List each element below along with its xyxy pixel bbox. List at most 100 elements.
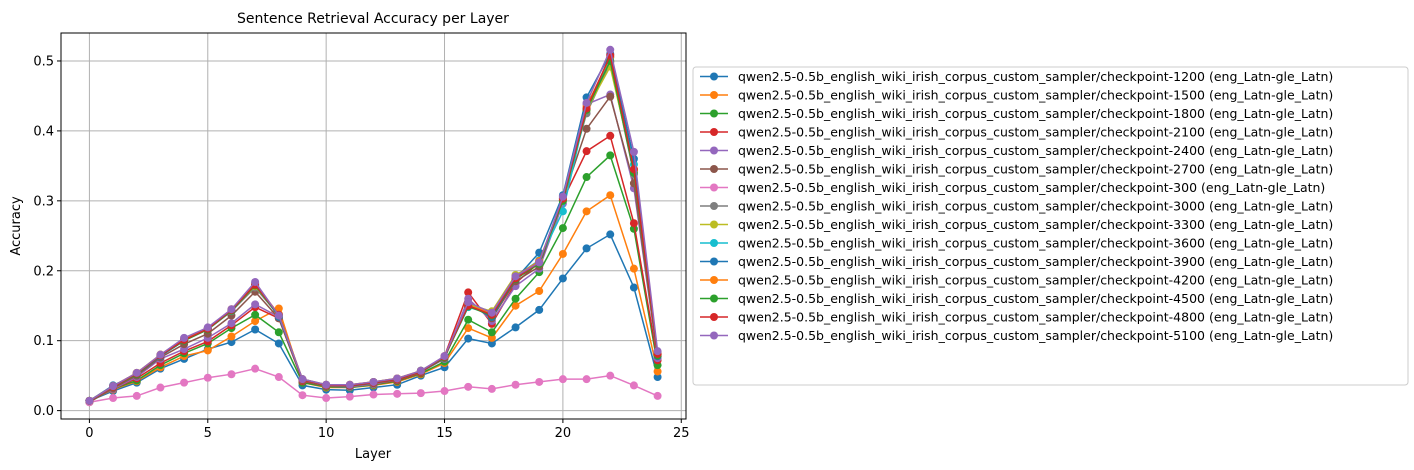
data-point bbox=[558, 375, 567, 384]
data-point bbox=[251, 317, 260, 326]
axis-ticks: 0 5 10 15 20 25 0.0 0.1 0.2 0.3 0.4 0.5 bbox=[33, 54, 689, 441]
data-point bbox=[558, 207, 567, 216]
data-point bbox=[369, 377, 378, 386]
legend-label: qwen2.5-0.5b_english_wiki_irish_corpus_c… bbox=[738, 291, 1333, 306]
data-point bbox=[251, 364, 260, 373]
legend-marker bbox=[710, 313, 718, 321]
data-point bbox=[416, 366, 425, 375]
legend-entry: qwen2.5-0.5b_english_wiki_irish_corpus_c… bbox=[700, 254, 1333, 269]
data-point bbox=[629, 147, 638, 156]
legend-entry: qwen2.5-0.5b_english_wiki_irish_corpus_c… bbox=[700, 199, 1333, 214]
legend-marker bbox=[710, 109, 718, 118]
y-tick-label: 0.3 bbox=[33, 194, 54, 209]
series-line bbox=[89, 233, 659, 402]
legend-entry: qwen2.5-0.5b_english_wiki_irish_corpus_c… bbox=[700, 106, 1333, 121]
legend-entry: qwen2.5-0.5b_english_wiki_irish_corpus_c… bbox=[700, 88, 1333, 103]
data-point bbox=[558, 249, 567, 258]
data-point bbox=[416, 389, 425, 398]
data-point bbox=[109, 394, 118, 403]
data-point bbox=[180, 378, 189, 387]
data-point bbox=[487, 308, 496, 317]
x-tick-label: 25 bbox=[673, 426, 690, 441]
legend-label: qwen2.5-0.5b_english_wiki_irish_corpus_c… bbox=[738, 236, 1333, 251]
data-point bbox=[227, 338, 236, 347]
series-7 bbox=[85, 364, 662, 407]
legend-marker bbox=[710, 165, 718, 173]
data-point bbox=[582, 244, 591, 253]
data-point bbox=[582, 98, 591, 107]
legend-entry: qwen2.5-0.5b_english_wiki_irish_corpus_c… bbox=[700, 69, 1333, 84]
legend-label: qwen2.5-0.5b_english_wiki_irish_corpus_c… bbox=[738, 199, 1333, 214]
data-point bbox=[345, 380, 354, 389]
legend-label: qwen2.5-0.5b_english_wiki_irish_corpus_c… bbox=[738, 69, 1333, 84]
x-axis-label: Layer bbox=[355, 447, 392, 462]
data-point bbox=[132, 391, 141, 400]
x-tick-label: 15 bbox=[436, 426, 453, 441]
data-point bbox=[606, 230, 615, 239]
data-point bbox=[606, 151, 615, 160]
legend-marker bbox=[710, 91, 718, 99]
data-point bbox=[511, 380, 520, 389]
legend-label: qwen2.5-0.5b_english_wiki_irish_corpus_c… bbox=[738, 162, 1333, 177]
data-point bbox=[227, 370, 236, 379]
data-point bbox=[558, 192, 567, 201]
data-point bbox=[156, 350, 165, 359]
data-point bbox=[180, 333, 189, 342]
data-point bbox=[251, 310, 260, 319]
data-point bbox=[511, 272, 520, 281]
data-point bbox=[274, 339, 283, 348]
legend-marker bbox=[710, 183, 718, 192]
data-point bbox=[629, 219, 638, 228]
data-point bbox=[653, 367, 662, 376]
legend-label: qwen2.5-0.5b_english_wiki_irish_corpus_c… bbox=[738, 88, 1333, 103]
data-point bbox=[653, 391, 662, 400]
series-layer bbox=[85, 45, 662, 407]
legend-marker bbox=[710, 128, 718, 136]
legend-marker bbox=[710, 239, 718, 247]
legend: qwen2.5-0.5b_english_wiki_irish_corpus_c… bbox=[692, 66, 1409, 386]
data-point bbox=[464, 324, 473, 333]
data-point bbox=[227, 319, 236, 328]
legend-label: qwen2.5-0.5b_english_wiki_irish_corpus_c… bbox=[738, 328, 1333, 343]
legend-marker bbox=[710, 294, 718, 303]
data-point bbox=[606, 45, 615, 54]
data-point bbox=[629, 283, 638, 292]
data-point bbox=[322, 394, 331, 403]
data-point bbox=[535, 377, 544, 386]
legend-entry: qwen2.5-0.5b_english_wiki_irish_corpus_c… bbox=[700, 217, 1333, 232]
data-point bbox=[274, 373, 283, 382]
data-point bbox=[251, 325, 260, 334]
legend-label: qwen2.5-0.5b_english_wiki_irish_corpus_c… bbox=[738, 254, 1333, 269]
data-point bbox=[582, 375, 591, 384]
legend-marker bbox=[710, 257, 718, 266]
data-point bbox=[535, 287, 544, 296]
legend-marker bbox=[710, 146, 718, 155]
legend-entry: qwen2.5-0.5b_english_wiki_irish_corpus_c… bbox=[700, 310, 1333, 325]
data-point bbox=[487, 333, 496, 342]
data-point bbox=[464, 288, 473, 297]
x-tick-label: 10 bbox=[318, 426, 335, 441]
series-line bbox=[89, 93, 659, 402]
data-point bbox=[606, 92, 615, 101]
legend-label: qwen2.5-0.5b_english_wiki_irish_corpus_c… bbox=[738, 180, 1325, 195]
data-point bbox=[369, 390, 378, 399]
data-point bbox=[227, 305, 236, 314]
data-point bbox=[274, 328, 283, 337]
data-point bbox=[298, 375, 307, 384]
series-3 bbox=[85, 151, 662, 405]
legend-marker bbox=[710, 276, 718, 284]
data-point bbox=[440, 352, 449, 361]
legend-label: qwen2.5-0.5b_english_wiki_irish_corpus_c… bbox=[738, 310, 1333, 325]
data-point bbox=[511, 301, 520, 310]
data-point bbox=[653, 347, 662, 356]
legend-entry: qwen2.5-0.5b_english_wiki_irish_corpus_c… bbox=[700, 143, 1333, 158]
series-12 bbox=[85, 52, 662, 405]
y-tick-label: 0.4 bbox=[33, 124, 54, 139]
data-point bbox=[393, 374, 402, 383]
data-point bbox=[558, 274, 567, 283]
series-line bbox=[89, 47, 659, 402]
data-point bbox=[606, 371, 615, 380]
chart-title: Sentence Retrieval Accuracy per Layer bbox=[237, 11, 509, 27]
data-point bbox=[582, 207, 591, 216]
